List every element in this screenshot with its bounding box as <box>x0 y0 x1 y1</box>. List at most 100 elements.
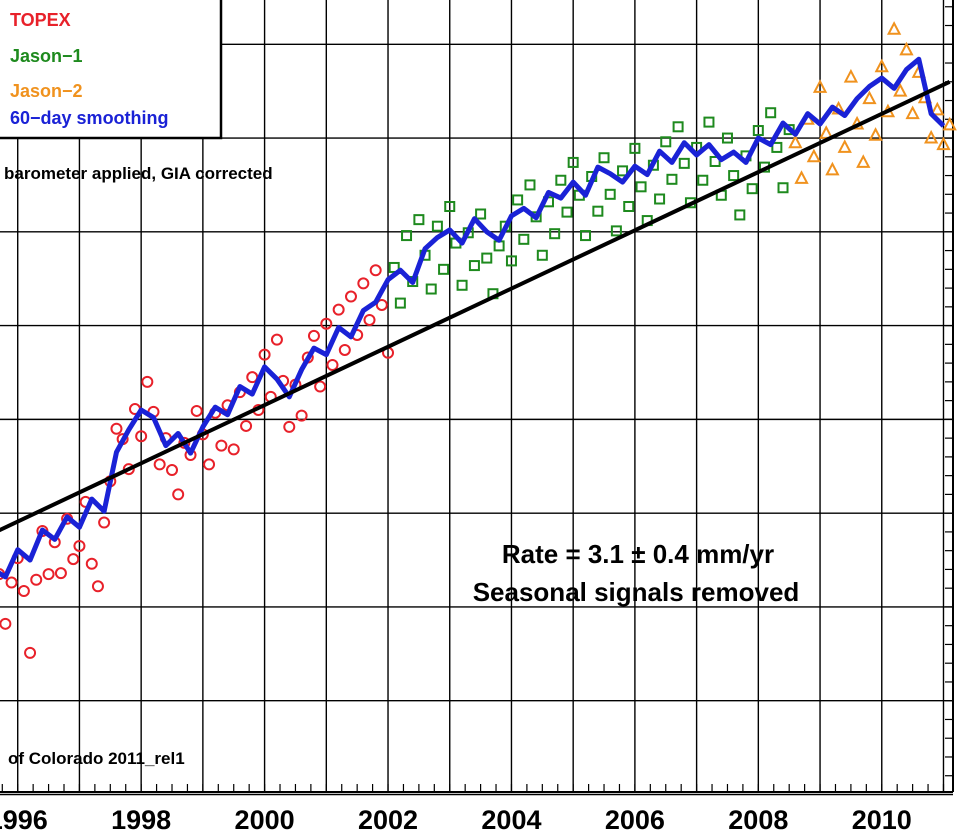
jason-1-point <box>598 152 610 164</box>
topex-point <box>295 409 308 422</box>
topex-point <box>5 576 18 589</box>
legend: TOPEX Jason−1 Jason−2 60−day smoothing <box>0 0 223 140</box>
jason-1-point <box>456 279 468 291</box>
jason-2-point <box>856 154 871 168</box>
jason-1-point <box>777 182 789 194</box>
topex-point <box>141 375 154 388</box>
jason-1-point <box>666 173 678 185</box>
jason-2-point <box>874 58 889 73</box>
line-layer <box>0 56 951 580</box>
legend-jason2: Jason−2 <box>10 81 83 101</box>
topex-point <box>54 567 67 580</box>
topex-point <box>227 443 240 456</box>
jason-1-point <box>475 208 487 220</box>
topex-point <box>307 329 320 342</box>
smoothing-line <box>0 56 946 580</box>
jason-1-point <box>505 255 517 267</box>
topex-point <box>17 584 30 597</box>
topex-point <box>344 290 357 303</box>
jason-1-point <box>746 183 758 195</box>
topex-point <box>363 313 376 326</box>
jason-1-point <box>524 179 536 191</box>
topex-point <box>326 358 339 371</box>
jason-1-point <box>721 132 733 144</box>
source-note: of Colorado 2011_rel1 <box>8 749 185 768</box>
topex-point <box>30 573 43 586</box>
jason-1-point <box>444 201 456 213</box>
x-tick-label-2002: 2002 <box>358 805 418 832</box>
topex-point <box>357 277 370 290</box>
jason-1-point <box>394 297 406 309</box>
corrections-note: barometer applied, GIA corrected <box>4 164 273 183</box>
topex-point <box>314 380 327 393</box>
jason-1-point <box>555 174 567 186</box>
topex-point <box>98 516 111 529</box>
legend-topex: TOPEX <box>10 10 71 30</box>
jason-2-point <box>942 116 957 131</box>
topex-point <box>320 317 333 330</box>
jason-1-point <box>468 260 480 272</box>
x-tick-label-2008: 2008 <box>728 805 788 832</box>
jason-1-point <box>536 249 548 261</box>
jason-1-point <box>438 263 450 275</box>
axis-ticks <box>1 6 953 792</box>
jason-1-point <box>512 194 524 206</box>
jason-1-point <box>549 228 561 240</box>
jason-1-point <box>623 201 635 213</box>
jason-2-point <box>899 41 914 56</box>
jason-1-point <box>678 157 690 169</box>
jason-2-point <box>886 21 902 35</box>
topex-point <box>172 488 185 501</box>
jason-1-point <box>697 174 709 186</box>
topex-point <box>190 404 203 417</box>
jason-1-point <box>580 230 592 242</box>
jason-1-point <box>709 155 721 167</box>
topex-point <box>203 458 216 471</box>
topex-point <box>258 348 271 361</box>
x-tick-label-2004: 2004 <box>481 805 541 832</box>
topex-point <box>153 458 166 471</box>
x-tick-label-1996: 1996 <box>0 805 48 832</box>
topex-point <box>332 303 345 316</box>
jason-2-point <box>837 139 852 153</box>
jason-1-point <box>672 121 684 133</box>
jason-1-point <box>703 116 715 128</box>
topex-point <box>85 557 98 570</box>
topex-point <box>369 264 382 277</box>
jason-2-point <box>825 161 840 176</box>
jason-2-point <box>936 136 951 151</box>
topex-point <box>42 568 55 581</box>
jason-2-point <box>930 101 945 116</box>
topex-point <box>24 646 37 659</box>
topex-point <box>375 298 388 311</box>
x-tick-label-2010: 2010 <box>852 805 912 832</box>
jason-2-point <box>806 148 822 163</box>
jason-1-point <box>765 107 777 119</box>
topex-point <box>110 422 123 435</box>
topex-point <box>91 580 104 593</box>
jason-1-point <box>592 205 604 217</box>
jason-1-point <box>617 165 629 177</box>
topex-point <box>73 539 86 552</box>
jason-2-point <box>843 68 859 83</box>
jason-1-point <box>401 230 413 242</box>
rate-annotation: Rate = 3.1 ± 0.4 mm/yr <box>502 539 774 569</box>
x-tick-label-2000: 2000 <box>235 805 295 832</box>
jason-1-point <box>629 142 641 154</box>
jason-2-point <box>868 127 883 141</box>
jason-1-point <box>771 141 783 153</box>
seasonal-annotation: Seasonal signals removed <box>473 577 800 607</box>
jason-1-point <box>413 214 425 226</box>
legend-smoothing: 60−day smoothing <box>10 108 169 128</box>
jason-1-point <box>561 206 573 218</box>
topex-point <box>338 343 351 356</box>
legend-box <box>0 0 223 140</box>
topex-point <box>283 420 296 433</box>
topex-point <box>215 439 228 452</box>
topex-point <box>0 617 12 630</box>
topex-point <box>135 430 148 443</box>
topex-point <box>166 464 179 477</box>
jason-1-point <box>752 125 764 137</box>
jason-1-point <box>610 225 622 237</box>
